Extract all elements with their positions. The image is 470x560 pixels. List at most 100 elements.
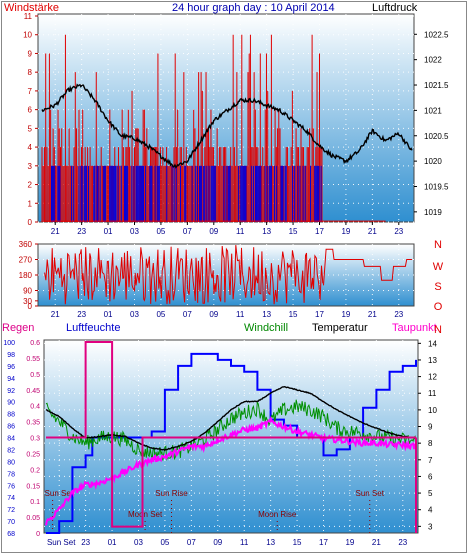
event-label: Moon Rise bbox=[258, 510, 297, 519]
event-label: Sun Rise bbox=[155, 489, 188, 498]
temp-tick-label: 7 bbox=[428, 456, 433, 465]
p3-x-tick-label: 05 bbox=[160, 538, 169, 547]
windchill-label: Windchill bbox=[244, 322, 288, 334]
dewpoint-line bbox=[45, 416, 417, 526]
temp-tick-label: 13 bbox=[428, 356, 437, 365]
left-tick-label: 0 bbox=[28, 218, 33, 227]
dir-x-tick-label: 05 bbox=[156, 310, 165, 319]
rain-tick-label: 0.45 bbox=[26, 388, 40, 395]
x-tick-label: 01 bbox=[104, 227, 113, 236]
humidity-tick-label: 76 bbox=[7, 483, 15, 490]
rain-tick-label: 0.5 bbox=[30, 372, 40, 379]
dir-x-tick-label: 17 bbox=[315, 310, 324, 319]
left-tick-label: 11 bbox=[24, 12, 33, 21]
temp-tick-label: 10 bbox=[428, 406, 437, 415]
x-tick-label: 03 bbox=[130, 227, 139, 236]
compass-letter-s: S bbox=[434, 281, 441, 293]
humidity-tick-label: 100 bbox=[3, 340, 15, 347]
x-tick-label: 09 bbox=[209, 227, 218, 236]
compass-letter-w: W bbox=[433, 261, 444, 273]
rain-tick-label: 0.6 bbox=[30, 340, 40, 347]
dir-x-tick-label: 23 bbox=[394, 310, 403, 319]
direction-tail bbox=[323, 248, 412, 286]
pressure-line bbox=[41, 83, 413, 169]
rain-tick-label: 0.4 bbox=[30, 404, 40, 411]
rain-tick-label: 0.1 bbox=[30, 499, 40, 506]
dir-tick-label: 0 bbox=[28, 302, 33, 311]
windchill-line bbox=[45, 399, 417, 461]
x-tick-label: 07 bbox=[183, 227, 192, 236]
event-label: Sun Set bbox=[45, 489, 74, 498]
temp-tick-label: 9 bbox=[428, 423, 433, 432]
compass-letter-n: N bbox=[434, 239, 442, 251]
x-tick-label: 05 bbox=[156, 227, 165, 236]
x-tick-label: 21 bbox=[368, 227, 377, 236]
right-tick-label: 1019 bbox=[424, 208, 442, 217]
x-tick-label: 19 bbox=[341, 227, 350, 236]
humidity-tick-label: 84 bbox=[7, 436, 15, 443]
direction-line bbox=[44, 245, 324, 305]
dir-x-tick-label: 13 bbox=[262, 310, 271, 319]
p3-x-tick-label: 19 bbox=[345, 538, 354, 547]
p3-x-tick-label: 15 bbox=[293, 538, 302, 547]
humidity-tick-label: 90 bbox=[7, 400, 15, 407]
x-tick-label: 17 bbox=[315, 227, 324, 236]
x-tick-label: 11 bbox=[236, 227, 245, 236]
humidity-tick-label: 74 bbox=[7, 495, 15, 502]
regen-label: Regen bbox=[2, 322, 34, 334]
event-label: Moon Set bbox=[128, 510, 163, 519]
dir-x-tick-label: 23 bbox=[77, 310, 86, 319]
left-tick-label: 6 bbox=[28, 106, 33, 115]
dir-x-tick-label: 09 bbox=[209, 310, 218, 319]
p3-x-tick-label: 09 bbox=[213, 538, 222, 547]
rain-tick-label: 0.25 bbox=[26, 451, 40, 458]
p3-x-tick-label: 21 bbox=[372, 538, 381, 547]
humidity-tick-label: 70 bbox=[7, 519, 15, 526]
humidity-tick-label: 96 bbox=[7, 364, 15, 371]
temp-tick-label: 6 bbox=[428, 472, 433, 481]
dir-x-tick-label: 21 bbox=[368, 310, 377, 319]
temp-tick-label: 14 bbox=[428, 339, 437, 348]
chart-title: 24 hour graph day : 10 April 2014 bbox=[172, 2, 335, 14]
humidity-tick-label: 72 bbox=[7, 507, 15, 514]
right-tick-label: 1022 bbox=[424, 56, 442, 65]
temperature-humidity-panel: 0 0.05 0.1 0.15 0.2 0.25 0.3 0.35 0.4 0.45 0.5 0.55… bbox=[3, 339, 437, 547]
rain-line bbox=[46, 341, 416, 528]
compass-letter-n: N bbox=[434, 324, 442, 336]
right-tick-label: 1021.5 bbox=[424, 81, 449, 90]
p3-x-tick-label: 23 bbox=[398, 538, 407, 547]
left-tick-label: 5 bbox=[28, 124, 33, 133]
temp-tick-label: 12 bbox=[428, 373, 437, 382]
right-tick-label: 1021 bbox=[424, 106, 442, 115]
humidity-tick-label: 92 bbox=[7, 388, 15, 395]
rain-tick-label: 0.55 bbox=[26, 356, 40, 363]
humidity-tick-label: 98 bbox=[7, 352, 15, 359]
dir-x-tick-label: 07 bbox=[183, 310, 192, 319]
left-tick-label: 9 bbox=[28, 49, 33, 58]
rain-tick-label: 0 bbox=[36, 531, 40, 538]
temperature-line bbox=[45, 385, 417, 452]
rain-tick-label: 0.3 bbox=[30, 436, 40, 443]
left-tick-label: 1 bbox=[28, 199, 33, 208]
wind-pressure-panel: 0123456789101110191019.510201020.5102110… bbox=[23, 12, 449, 236]
left-tick-label: 10 bbox=[23, 31, 32, 40]
left-tick-label: 4 bbox=[28, 143, 33, 152]
luftfeuchte-label: Luftfeuchte bbox=[66, 322, 120, 334]
temp-tick-label: 5 bbox=[428, 489, 433, 498]
p3-x-tick-label: 07 bbox=[187, 538, 196, 547]
temp-tick-label: 8 bbox=[428, 439, 433, 448]
x-tick-label: 15 bbox=[289, 227, 298, 236]
humidity-tick-label: 88 bbox=[7, 412, 15, 419]
dir-x-tick-label: 15 bbox=[289, 310, 298, 319]
left-tick-label: 2 bbox=[28, 181, 33, 190]
rain-tick-label: 0.2 bbox=[30, 467, 40, 474]
right-tick-label: 1019.5 bbox=[424, 182, 449, 191]
left-tick-label: 3 bbox=[28, 162, 33, 171]
dir-x-tick-label: 11 bbox=[236, 310, 245, 319]
compass-letter-o: O bbox=[434, 301, 443, 313]
rain-tick-label: 0.15 bbox=[26, 483, 40, 490]
p3-x-tick-label: 23 bbox=[81, 538, 90, 547]
x-tick-label: 23 bbox=[394, 227, 403, 236]
